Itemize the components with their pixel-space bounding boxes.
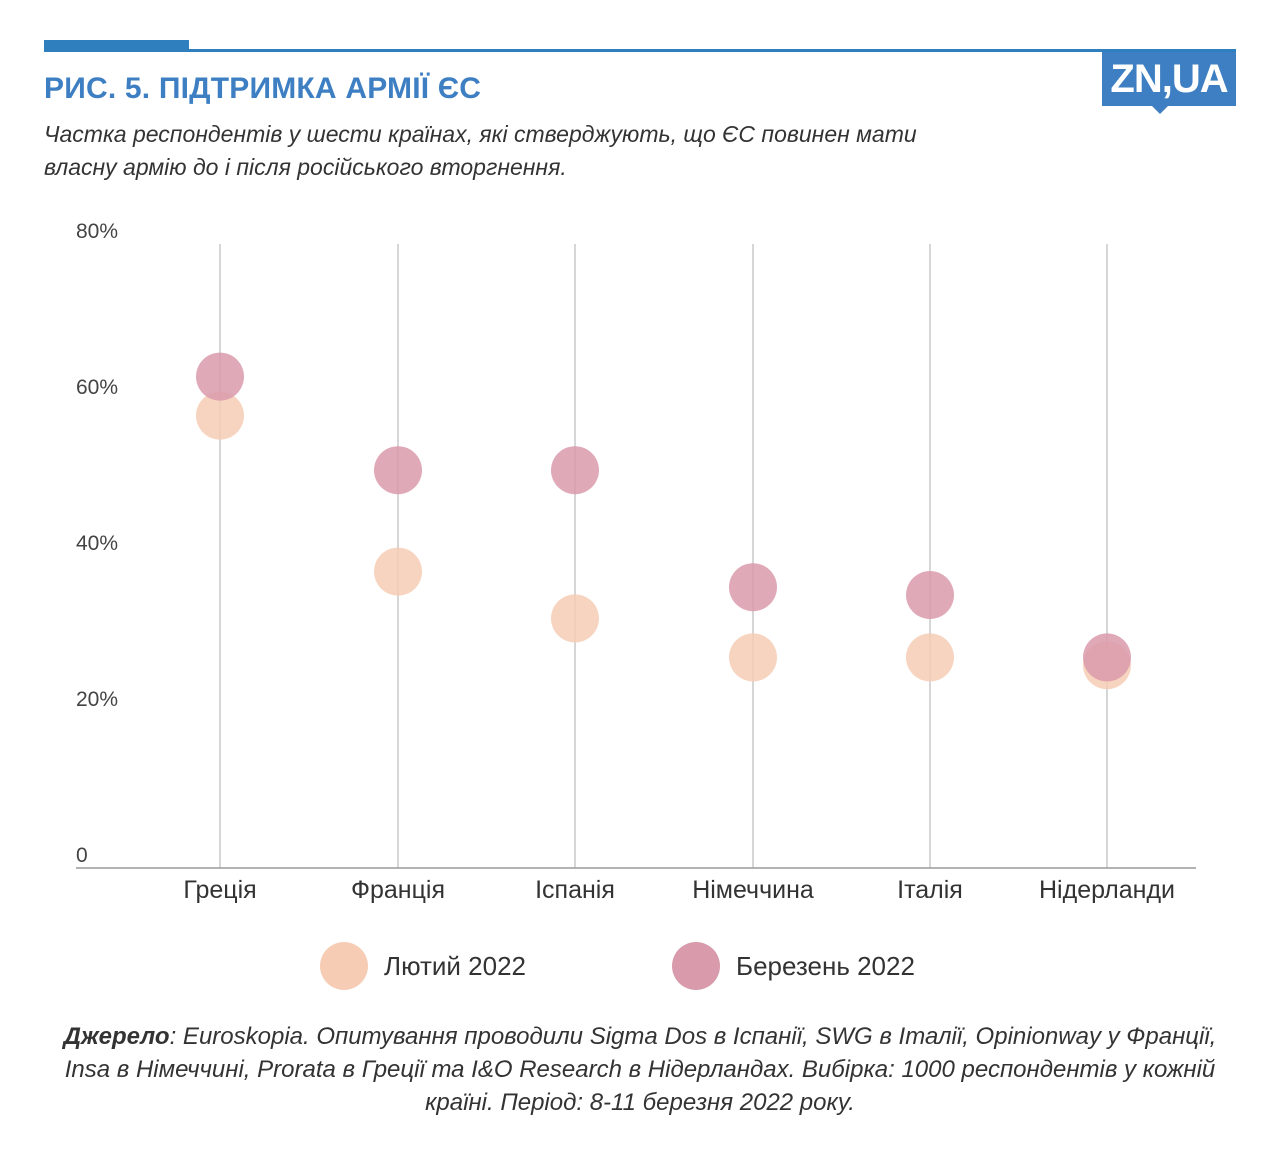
x-tick-label: Греція <box>183 876 256 904</box>
data-points <box>196 352 1131 690</box>
source-label: Джерело <box>63 1023 170 1050</box>
header-accent-bar <box>44 40 189 52</box>
zn-ua-logo: ZN,UA <box>1102 52 1236 106</box>
legend-label-feb: Лютий 2022 <box>384 951 527 981</box>
source-note: Джерело: Euroskopia. Опитування проводил… <box>40 1020 1240 1119</box>
header-rule <box>44 49 1236 52</box>
data-point-s1-3 <box>551 594 599 643</box>
y-tick-label: 40% <box>76 532 118 555</box>
data-point-s2-6 <box>1083 633 1131 682</box>
x-tick-label: Італія <box>897 876 963 904</box>
data-point-s2-2 <box>374 446 422 495</box>
legend-swatch-mar <box>672 942 720 990</box>
y-tick-label: 20% <box>76 688 118 711</box>
y-tick-label: 60% <box>76 376 118 399</box>
y-tick-label: 0 <box>76 844 88 867</box>
data-point-s2-1 <box>196 352 244 401</box>
x-tick-label: Іспанія <box>535 876 615 904</box>
data-point-s1-2 <box>374 547 422 596</box>
chart-title: РИС. 5. ПІДТРИМКА АРМІЇ ЄС <box>44 72 482 105</box>
chart-subtitle: Частка респондентів у шести країнах, які… <box>44 121 917 180</box>
grid-lines <box>219 244 1108 868</box>
legend-swatch-feb <box>320 942 368 990</box>
legend-label-mar: Березень 2022 <box>736 951 915 981</box>
data-point-s1-1 <box>196 391 244 440</box>
data-point-s1-5 <box>906 633 954 682</box>
y-tick-label: 80% <box>76 220 118 243</box>
data-point-s2-3 <box>551 446 599 495</box>
data-point-s2-5 <box>906 571 954 619</box>
x-tick-label: Німеччина <box>692 876 814 904</box>
x-axis-ticks: Греція Франція Іспанія Німеччина Італія Нідер… <box>183 876 1175 904</box>
x-tick-label: Франція <box>351 876 445 904</box>
data-point-s2-4 <box>729 563 777 612</box>
data-point-s1-4 <box>729 633 777 682</box>
logo-tail-shape <box>1150 104 1170 114</box>
source-text: : Euroskopia. Опитування проводили Sigma… <box>64 1023 1217 1116</box>
x-tick-label: Нідерланди <box>1039 876 1175 904</box>
y-axis-ticks: 0 20% 40% 60% 80% <box>76 220 118 867</box>
